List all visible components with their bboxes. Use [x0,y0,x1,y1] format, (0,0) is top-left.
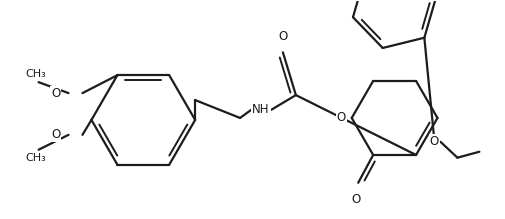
Text: O: O [278,30,287,43]
Text: O: O [51,128,60,141]
Text: O: O [336,111,346,124]
Text: O: O [430,135,439,148]
Text: CH₃: CH₃ [26,153,46,163]
Text: O: O [351,193,361,206]
Text: NH: NH [252,104,270,117]
Text: O: O [51,87,60,100]
Text: CH₃: CH₃ [26,69,46,79]
